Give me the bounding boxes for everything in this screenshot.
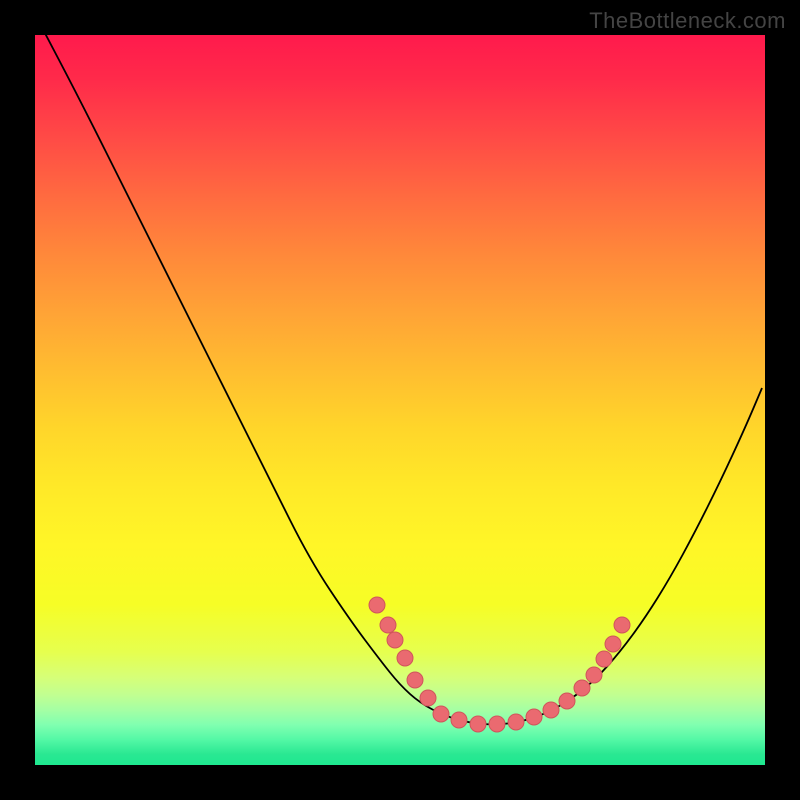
curve-marker — [559, 693, 575, 709]
watermark-text: TheBottleneck.com — [589, 8, 786, 34]
curve-marker — [387, 632, 403, 648]
curve-marker — [451, 712, 467, 728]
curve-marker — [526, 709, 542, 725]
curve-marker — [470, 716, 486, 732]
curve-marker — [407, 672, 423, 688]
curve-marker — [397, 650, 413, 666]
bottleneck-plot — [35, 35, 765, 765]
curve-marker — [586, 667, 602, 683]
curve-marker — [489, 716, 505, 732]
curve-marker — [543, 702, 559, 718]
curve-marker — [605, 636, 621, 652]
curve-marker — [574, 680, 590, 696]
curve-marker — [508, 714, 524, 730]
curve-marker — [380, 617, 396, 633]
curve-marker — [369, 597, 385, 613]
curve-marker — [596, 651, 612, 667]
curve-marker — [433, 706, 449, 722]
curve-marker — [420, 690, 436, 706]
curve-marker — [614, 617, 630, 633]
